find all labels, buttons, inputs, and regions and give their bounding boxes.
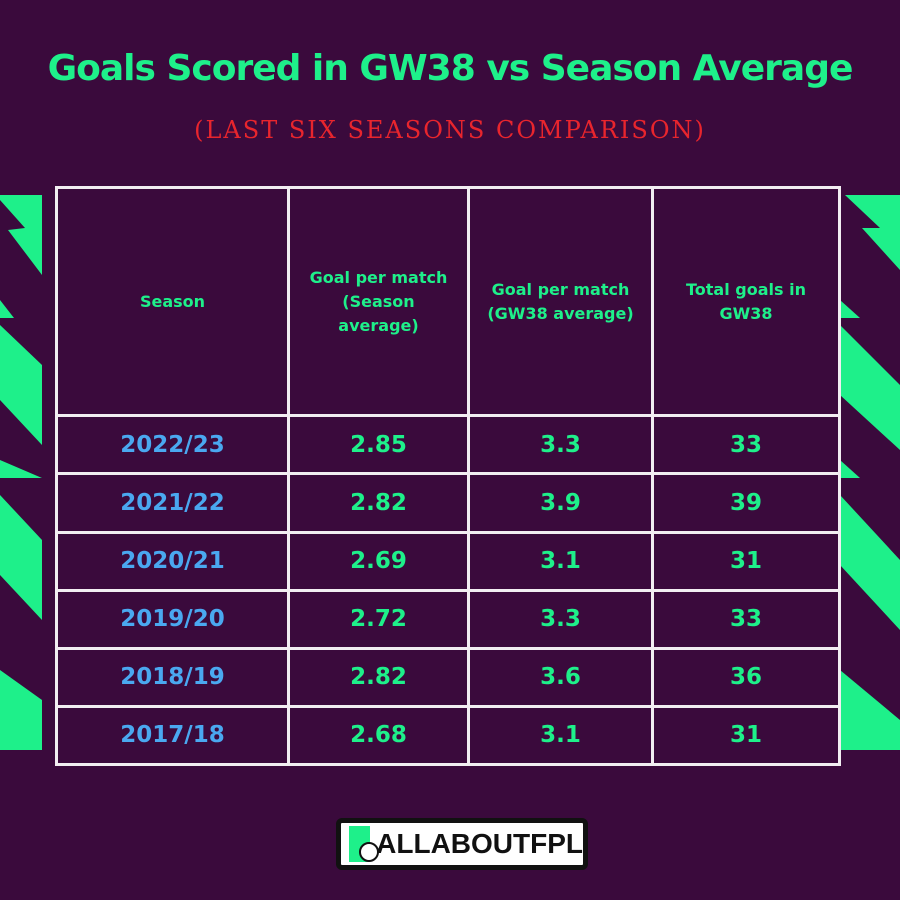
gw38-average-cell: 3.3 [467, 588, 654, 650]
season-cell: 2022/23 [55, 414, 290, 476]
season-average-cell: 2.82 [287, 646, 470, 708]
table-header-row: Season Goal per match (Season average) G… [55, 185, 841, 418]
gw38-average-cell: 3.6 [467, 646, 654, 708]
season-average-cell: 2.68 [287, 704, 470, 767]
total-goals-cell: 39 [651, 472, 841, 534]
season-average-cell: 2.69 [287, 530, 470, 592]
allaboutfpl-logo: ALLABOUTFPL [336, 818, 588, 870]
header-season-average: Goal per match (Season average) [287, 185, 470, 418]
page-title: Goals Scored in GW38 vs Season Average [47, 48, 854, 89]
table-row: 2022/23 2.85 3.3 33 [55, 414, 841, 476]
season-cell: 2021/22 [55, 472, 290, 534]
header-gw38-average: Goal per match (GW38 average) [467, 185, 654, 418]
comparison-table: Season Goal per match (Season average) G… [55, 185, 841, 767]
gw38-average-cell: 3.1 [467, 530, 654, 592]
table-row: 2018/19 2.82 3.6 36 [55, 646, 841, 708]
header-total-goals: Total goals in GW38 [651, 185, 841, 418]
total-goals-cell: 36 [651, 646, 841, 708]
season-cell: 2019/20 [55, 588, 290, 650]
football-boot-icon [349, 826, 380, 862]
page-subtitle: (LAST SIX SEASONS COMPARISON) [194, 116, 706, 144]
gw38-average-cell: 3.3 [467, 414, 654, 476]
season-average-cell: 2.82 [287, 472, 470, 534]
total-goals-cell: 33 [651, 414, 841, 476]
table-row: 2020/21 2.69 3.1 31 [55, 530, 841, 592]
left-decoration [0, 195, 42, 750]
header-season: Season [55, 185, 290, 418]
total-goals-cell: 33 [651, 588, 841, 650]
gw38-average-cell: 3.1 [467, 704, 654, 767]
table-row: 2017/18 2.68 3.1 31 [55, 704, 841, 767]
gw38-average-cell: 3.9 [467, 472, 654, 534]
table-row: 2019/20 2.72 3.3 33 [55, 588, 841, 650]
season-average-cell: 2.72 [287, 588, 470, 650]
season-cell: 2020/21 [55, 530, 290, 592]
total-goals-cell: 31 [651, 704, 841, 767]
season-cell: 2017/18 [55, 704, 290, 767]
logo-text: ALLABOUTFPL [376, 828, 583, 859]
total-goals-cell: 31 [651, 530, 841, 592]
table-row: 2021/22 2.82 3.9 39 [55, 472, 841, 534]
right-decoration [840, 195, 900, 750]
season-cell: 2018/19 [55, 646, 290, 708]
season-average-cell: 2.85 [287, 414, 470, 476]
